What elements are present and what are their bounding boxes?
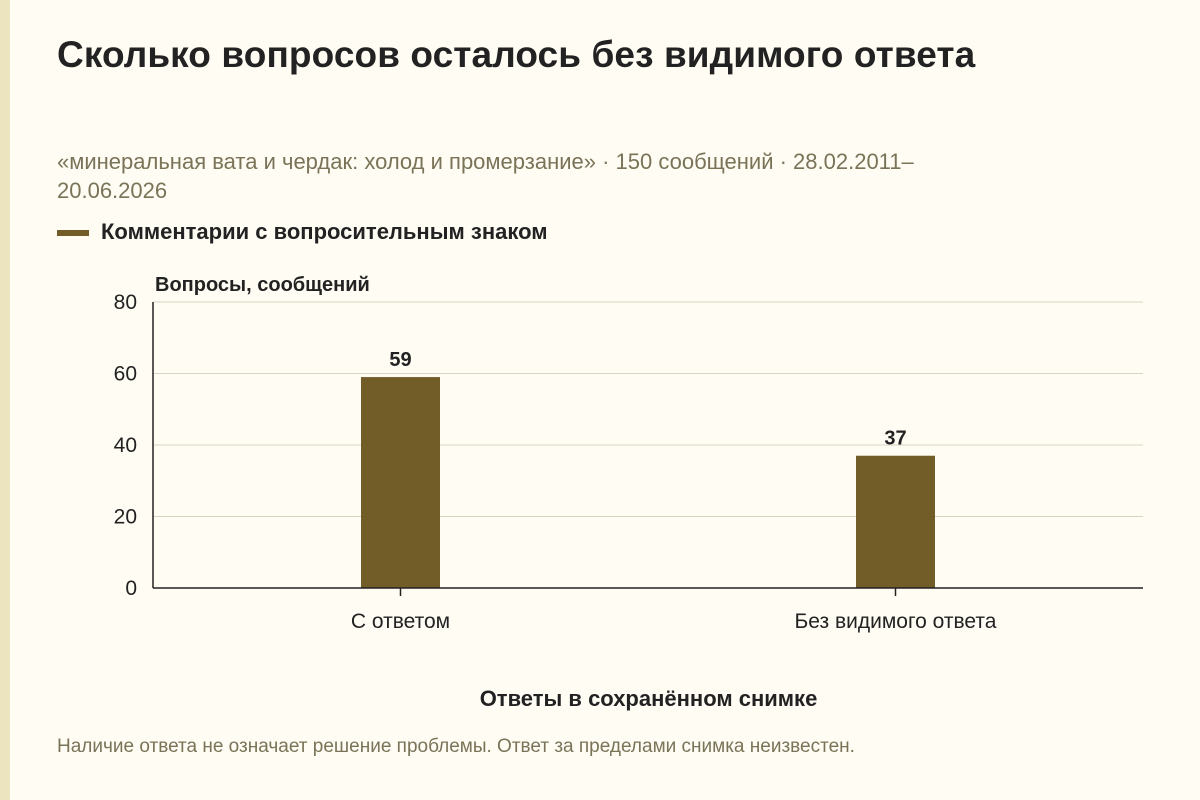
category-label: С ответом — [351, 610, 450, 633]
data-label: 37 — [884, 428, 906, 450]
data-label: 59 — [389, 349, 411, 371]
y-tick-label: 60 — [114, 363, 137, 386]
footnote: Наличие ответа не означает решение пробл… — [57, 736, 855, 757]
chart-title: Сколько вопросов осталось без видимого о… — [57, 34, 976, 75]
category-label: Без видимого ответа — [795, 610, 997, 633]
legend-swatch — [57, 230, 89, 236]
chart-subtitle: «минеральная вата и чердак: холод и пром… — [57, 149, 914, 203]
side-accent-strip — [0, 0, 10, 800]
grid-lines — [153, 301, 1143, 517]
y-tick-label: 0 — [125, 577, 137, 600]
y-tick-label: 20 — [114, 506, 137, 529]
y-tick-label: 80 — [114, 291, 137, 314]
bar — [856, 455, 935, 588]
y-axis-title: Вопросы, сообщений — [155, 274, 370, 296]
y-tick-label: 40 — [114, 434, 137, 457]
legend: Комментарии с вопросительным знаком — [57, 219, 548, 245]
legend-label: Комментарии с вопросительным знаком — [101, 219, 548, 244]
category-labels: С ответом Без видимого ответа — [351, 588, 997, 633]
x-axis-title: Ответы в сохранённом снимке — [479, 686, 818, 711]
x-axis-title-wrap: Ответы в сохранённом снимке — [0, 686, 1200, 712]
data-labels: 59 37 — [389, 349, 906, 450]
y-tick-labels: 0 20 40 60 80 — [114, 291, 137, 600]
bars — [361, 377, 935, 588]
bar — [361, 377, 440, 588]
axes — [152, 302, 1143, 589]
